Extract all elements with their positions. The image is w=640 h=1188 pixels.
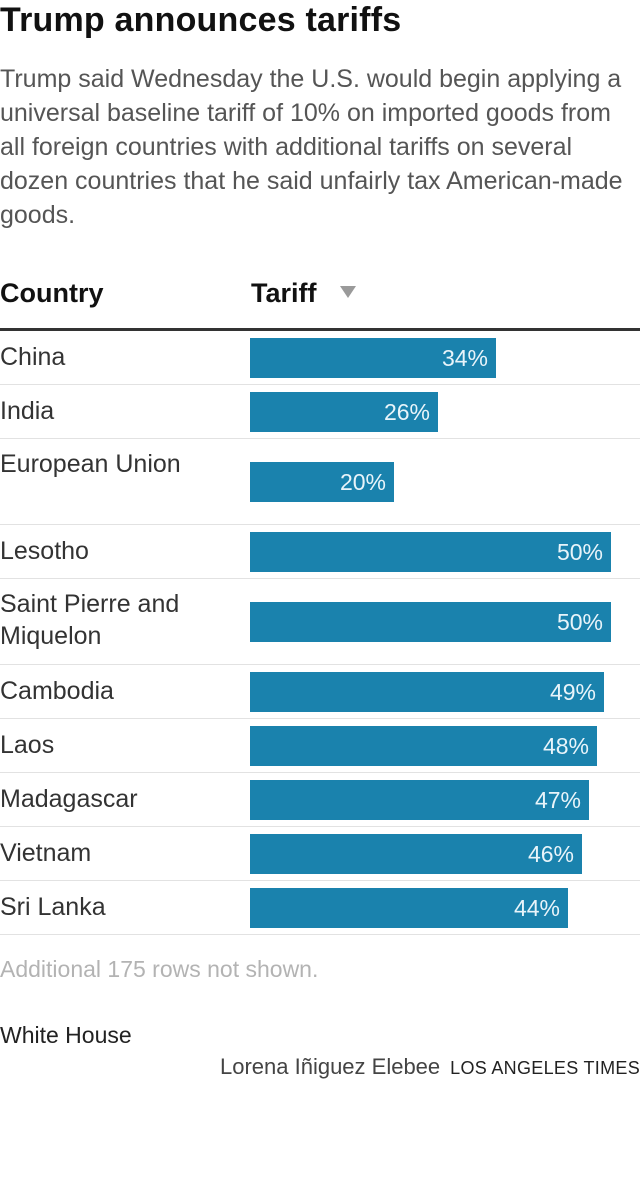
tariff-value-label: 48% bbox=[542, 733, 589, 759]
tariff-bar: 49% bbox=[250, 672, 604, 712]
table-row: Madagascar 47% bbox=[0, 773, 640, 827]
country-name: European Union bbox=[0, 450, 181, 478]
table-row: China 34% bbox=[0, 331, 640, 385]
country-name: Sri Lanka bbox=[0, 893, 106, 921]
tariff-value-label: 44% bbox=[513, 895, 560, 921]
table-row: India 26% bbox=[0, 385, 640, 439]
table-row: Laos 48% bbox=[0, 719, 640, 773]
tariff-value-label: 47% bbox=[534, 787, 581, 813]
table-row: Vietnam 46% bbox=[0, 827, 640, 881]
tariff-value-label: 46% bbox=[527, 841, 574, 867]
table-row: Sri Lanka 44% bbox=[0, 881, 640, 935]
tariff-bar: 44% bbox=[250, 888, 568, 928]
source-credit: White House bbox=[0, 1022, 132, 1048]
chart-title: Trump announces tariffs bbox=[0, 1, 402, 39]
tariff-bar: 46% bbox=[250, 834, 582, 874]
table-row: European Union 20% bbox=[0, 439, 640, 525]
tariff-value-label: 20% bbox=[339, 469, 386, 495]
tariff-bar: 47% bbox=[250, 780, 589, 820]
header-divider bbox=[0, 328, 640, 331]
tariff-column-header[interactable]: Tariff bbox=[251, 278, 317, 308]
table-row: Lesotho 50% bbox=[0, 525, 640, 579]
author-name: Lorena Iñiguez Elebee bbox=[219, 1054, 441, 1079]
tariff-value-label: 49% bbox=[549, 679, 596, 705]
country-name: Vietnam bbox=[0, 839, 92, 867]
tariff-value-label: 50% bbox=[556, 539, 603, 565]
tariff-bar: 20% bbox=[250, 462, 394, 502]
country-name: India bbox=[0, 397, 55, 425]
chart-subtitle: Trump said Wednesday the U.S. would begi… bbox=[0, 65, 623, 229]
tariff-bar: 48% bbox=[250, 726, 597, 766]
tariff-value-label: 34% bbox=[441, 345, 488, 371]
tariff-bar: 34% bbox=[250, 338, 496, 378]
country-name: Lesotho bbox=[0, 537, 89, 565]
tariff-bar: 26% bbox=[250, 392, 438, 432]
country-name: Madagascar bbox=[0, 785, 138, 813]
table-row: Cambodia 49% bbox=[0, 665, 640, 719]
country-column-header[interactable]: Country bbox=[0, 278, 104, 308]
country-name: Laos bbox=[0, 731, 55, 759]
tariff-bar: 50% bbox=[250, 602, 611, 642]
table-row: Saint Pierre and Miquelon 50% bbox=[0, 579, 640, 665]
tariff-value-label: 50% bbox=[556, 609, 603, 635]
tariff-value-label: 26% bbox=[383, 399, 430, 425]
country-name: Saint Pierre and Miquelon bbox=[0, 590, 180, 650]
country-name: Cambodia bbox=[0, 677, 114, 705]
organization-name: LOS ANGELES TIMES bbox=[450, 1058, 640, 1078]
tariff-bar: 50% bbox=[250, 532, 611, 572]
country-name: China bbox=[0, 343, 66, 371]
tariff-table-body: China 34% India 26% European Union 20% Lesotho… bbox=[0, 331, 640, 935]
sort-descending-icon[interactable] bbox=[340, 286, 356, 298]
byline: Lorena Iñiguez Elebee LOS ANGELES TIMES bbox=[220, 1052, 640, 1085]
rows-not-shown-note: Additional 175 rows not shown. bbox=[0, 956, 319, 982]
